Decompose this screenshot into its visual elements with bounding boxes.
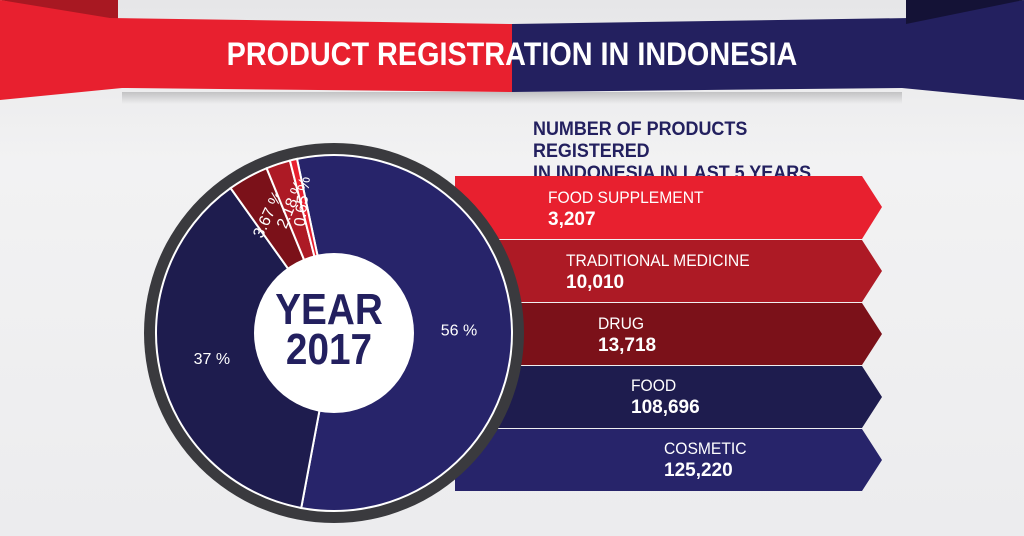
bar-value-food: 108,696 <box>631 397 700 418</box>
bar-label-food: FOOD <box>631 376 677 395</box>
donut-center-hole <box>254 253 414 413</box>
donut-slice-label: 0.65 % <box>292 176 314 227</box>
year-label-line-2: 2017 <box>285 325 373 374</box>
year-label: YEAR 2017 <box>263 285 395 374</box>
bar-label-traditional-medicine: TRADITIONAL MEDICINE <box>566 251 750 270</box>
page-title: PRODUCT REGISTRATION IN INDONESIA <box>226 36 798 72</box>
bar-label-drug: DRUG <box>598 314 645 333</box>
bar-label-cosmetic: COSMETIC <box>664 439 747 458</box>
bar-value-traditional-medicine: 10,010 <box>566 272 625 293</box>
bar-cosmetic <box>455 429 882 491</box>
bar-traditional-medicine <box>455 240 882 302</box>
bar-food-supplement <box>455 176 882 239</box>
bar-value-food-supplement: 3,207 <box>548 209 596 230</box>
donut-slice-label: 56 % <box>441 323 477 340</box>
bar-food <box>455 366 882 428</box>
subtitle-line-1: NUMBER OF PRODUCTS REGISTERED <box>533 118 748 162</box>
banner-red-ribbon <box>0 0 512 100</box>
bar-drug <box>455 303 882 365</box>
banner-navy-ribbon <box>512 0 1024 100</box>
donut-slice-label: 37 % <box>194 351 230 368</box>
year-label-line-1: YEAR <box>275 285 383 334</box>
header-banner <box>0 0 1024 104</box>
bar-value-cosmetic: 125,220 <box>664 460 733 481</box>
bar-value-drug: 13,718 <box>598 335 657 356</box>
banner-navy-fold <box>906 0 1024 24</box>
bar-label-food-supplement: FOOD SUPPLEMENT <box>548 188 704 207</box>
donut-slice <box>155 186 336 510</box>
